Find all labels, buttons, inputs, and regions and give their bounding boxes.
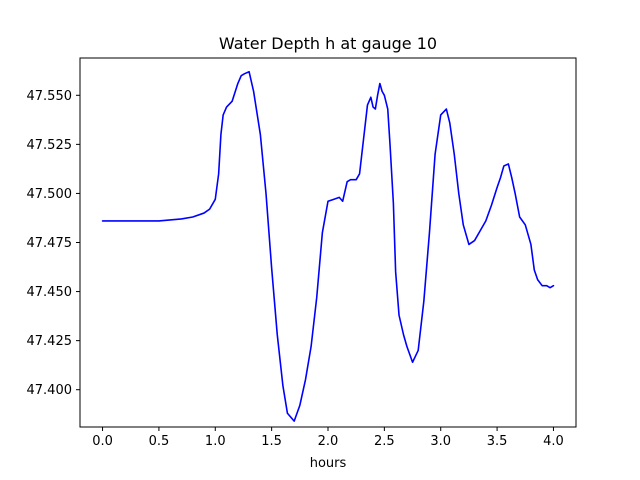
y-tick-label: 47.475 [27, 236, 73, 251]
y-tick-label: 47.550 [27, 89, 73, 104]
series-line [101, 70, 555, 422]
axes-frame [79, 57, 577, 428]
x-tick-label: 0.5 [149, 434, 170, 449]
plot-area [101, 70, 555, 422]
x-tick-label: 3.0 [430, 434, 451, 449]
x-tick-label: 4.0 [543, 434, 564, 449]
x-tick-label: 1.5 [261, 434, 282, 449]
x-tick-label: 1.0 [205, 434, 226, 449]
x-tick-label: 0.0 [92, 434, 113, 449]
x-axis: 0.0 0.5 1.0 1.5 2.0 2.5 3.0 3.5 4.0 [92, 427, 564, 449]
y-tick-label: 47.500 [27, 187, 73, 202]
y-tick-label: 47.525 [27, 138, 73, 153]
x-tick-label: 2.0 [318, 434, 339, 449]
x-axis-label: hours [310, 456, 347, 471]
x-tick-label: 2.5 [374, 434, 395, 449]
y-tick-label: 47.450 [27, 285, 73, 300]
chart-title: Water Depth h at gauge 10 [219, 34, 437, 53]
y-tick-label: 47.400 [27, 383, 73, 398]
y-axis: 47.400 47.425 47.450 47.475 47.500 47.525 47.5… [27, 89, 80, 398]
x-tick-label: 3.5 [487, 434, 508, 449]
y-tick-label: 47.425 [27, 334, 73, 349]
